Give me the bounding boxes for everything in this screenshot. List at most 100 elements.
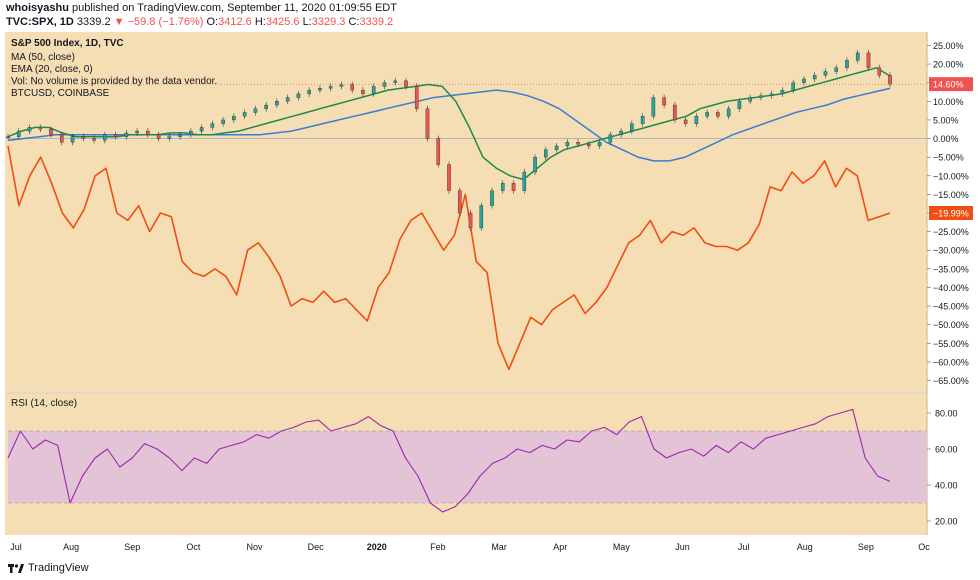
candle-body	[436, 138, 441, 165]
candle	[716, 109, 720, 120]
candle-body	[457, 190, 462, 214]
price-change: −59.8 (−1.76%)	[127, 16, 204, 28]
candle	[468, 210, 473, 231]
candle-body	[468, 212, 473, 229]
candle-body	[92, 138, 96, 141]
legend-ma: MA (50, close)	[11, 52, 75, 63]
candle	[70, 133, 75, 146]
high-value: 3425.6	[265, 16, 300, 28]
candle	[457, 187, 462, 216]
spx-last-label: 14.60%	[933, 80, 964, 90]
candle	[146, 128, 150, 138]
candle-body	[748, 97, 752, 102]
candle-body	[6, 136, 10, 139]
candle	[587, 141, 591, 149]
candle-body	[834, 67, 839, 72]
price-chart[interactable]: 25.00%20.00%15.00%10.00%5.00%0.00%−5.00%…	[0, 0, 980, 560]
candle	[490, 187, 494, 209]
candle-body	[651, 97, 656, 117]
candle	[296, 90, 301, 101]
rsi-tick-label: 20.00	[935, 517, 958, 527]
ema-series-line	[7, 67, 891, 181]
candle-body	[156, 134, 161, 139]
last-price: 3339.2	[76, 16, 111, 28]
main-pane[interactable]	[5, 32, 927, 392]
open-label: O:	[206, 16, 219, 28]
candle	[565, 139, 570, 149]
candle	[189, 128, 193, 138]
y-tick-label: 5.00%	[933, 115, 959, 125]
candle-body	[70, 136, 75, 143]
rsi-tick-label: 40.00	[935, 481, 958, 491]
x-tick-label: Oct	[186, 542, 201, 552]
candle	[253, 105, 258, 116]
candle	[135, 128, 139, 136]
candle	[769, 90, 774, 99]
footer-brand[interactable]: TradingView	[28, 562, 89, 574]
btc-last-label: −19.99%	[933, 209, 969, 219]
candle	[597, 139, 602, 149]
candle	[414, 83, 419, 112]
candle-body	[393, 80, 398, 83]
rsi-tick-label: 80.00	[935, 409, 958, 419]
candle	[737, 98, 742, 112]
candle	[694, 113, 699, 127]
x-tick-label: Mar	[491, 542, 507, 552]
candle	[500, 180, 505, 194]
candle	[877, 64, 882, 79]
candle-body	[414, 86, 419, 109]
candle	[511, 180, 516, 194]
candle-body	[769, 93, 774, 96]
candle	[640, 113, 645, 127]
candle	[6, 133, 10, 140]
x-tick-label: Oc	[918, 542, 930, 552]
y-tick-label: −60.00%	[933, 357, 969, 367]
candle-body	[544, 149, 548, 158]
candle-body	[716, 112, 720, 117]
y-tick-label: −15.00%	[933, 190, 969, 200]
candle-body	[490, 190, 494, 206]
candle-body	[404, 80, 408, 87]
candle-body	[49, 129, 53, 136]
candle-body	[640, 115, 645, 124]
candle	[823, 68, 828, 79]
candle-body	[189, 130, 193, 136]
candle-body	[339, 84, 344, 87]
candle-body	[608, 134, 613, 143]
x-tick-label: Aug	[797, 542, 813, 552]
y-tick-label: 25.00%	[933, 41, 964, 51]
rsi-band	[8, 431, 927, 503]
candle-body	[285, 97, 290, 102]
close-label: C:	[348, 16, 360, 28]
candle	[726, 105, 731, 120]
candle	[393, 77, 398, 86]
candle	[59, 131, 64, 146]
candle	[662, 94, 666, 108]
candle	[328, 83, 333, 92]
x-tick-label: Aug	[63, 542, 79, 552]
candle-body	[167, 136, 172, 139]
y-tick-label: −50.00%	[933, 320, 969, 330]
candle-body	[16, 130, 21, 137]
y-tick-label: −55.00%	[933, 339, 969, 349]
candle	[447, 161, 451, 194]
candle-body	[500, 183, 505, 191]
high-label: H:	[254, 16, 266, 28]
candle	[554, 143, 559, 153]
x-tick-label: Jul	[10, 542, 22, 552]
candle-body	[361, 89, 365, 95]
candle	[318, 85, 322, 94]
x-tick-label: Jul	[738, 542, 750, 552]
author-name[interactable]: whoisyashu	[6, 2, 69, 14]
candle-body	[328, 86, 333, 89]
candle	[576, 139, 580, 148]
candle-body	[81, 136, 86, 139]
candle	[630, 120, 634, 135]
candle-body	[683, 119, 688, 124]
y-tick-label: 20.00%	[933, 60, 964, 70]
candle	[210, 120, 215, 131]
candle	[619, 128, 623, 138]
candle	[232, 113, 236, 123]
candle	[791, 79, 795, 94]
candle-body	[694, 115, 699, 124]
